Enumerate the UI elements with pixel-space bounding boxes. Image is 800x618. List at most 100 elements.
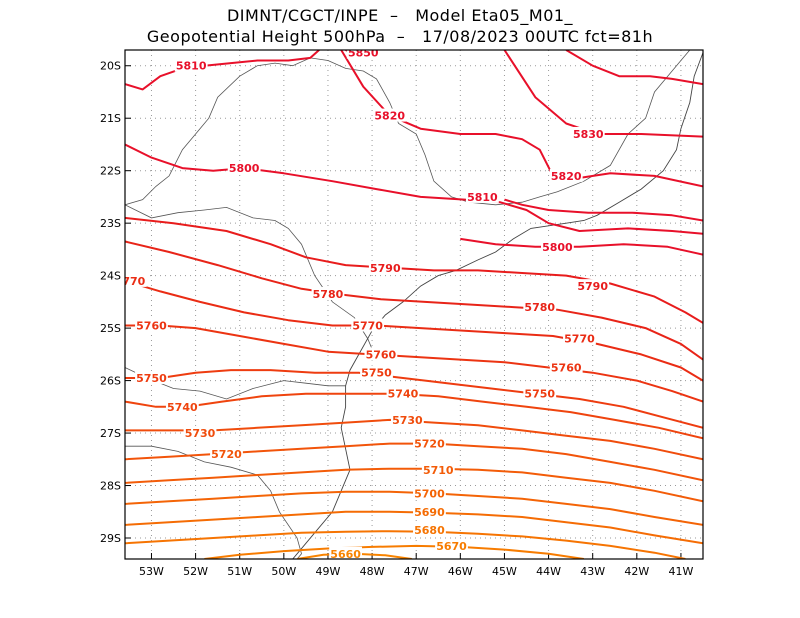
contour-label: 5740 bbox=[167, 401, 198, 414]
contour-label-bg bbox=[360, 365, 393, 379]
lon-label: 42W bbox=[624, 565, 649, 578]
contour-label-bg bbox=[135, 318, 168, 332]
contour-5800 bbox=[460, 237, 703, 256]
contour-label-bg bbox=[174, 58, 208, 72]
contour-5840 bbox=[565, 50, 703, 86]
contour-label: 5770 bbox=[564, 333, 595, 346]
coastline-line bbox=[292, 52, 703, 559]
contour-label: 5700 bbox=[414, 487, 445, 500]
contour-label: 5780 bbox=[313, 288, 344, 301]
contour-label: 5850 bbox=[348, 47, 379, 60]
contour-label-bg bbox=[386, 386, 420, 400]
contour-labels: 5850 5810 5820 5830 5800 5820 5810 5800 5790 5790… bbox=[122, 47, 610, 561]
contour-5780 bbox=[125, 240, 703, 361]
contour-label: 5730 bbox=[185, 427, 216, 440]
lat-label: 23S bbox=[100, 217, 121, 230]
contour-5790 bbox=[125, 216, 703, 324]
map-frame bbox=[124, 49, 704, 560]
lon-label: 48W bbox=[360, 565, 385, 578]
contour-label-bg bbox=[210, 447, 243, 461]
contour-label: 5810 bbox=[467, 191, 498, 204]
contour-5680 bbox=[125, 530, 686, 559]
contour-label-bg bbox=[390, 412, 424, 426]
title-line-1: DIMNT/CGCT/INPE – Model Eta05_M01_ bbox=[226, 6, 574, 25]
lon-label: 50W bbox=[271, 565, 296, 578]
contour-label: 5810 bbox=[176, 60, 207, 73]
contour-5750 bbox=[125, 369, 703, 429]
lat-label: 21S bbox=[100, 112, 121, 125]
contour-5700 bbox=[125, 490, 703, 526]
state-border-line bbox=[125, 204, 373, 350]
contour-label-bg bbox=[563, 331, 596, 345]
contour-label: 5750 bbox=[361, 367, 392, 380]
contour-label: 5760 bbox=[551, 361, 582, 374]
contour-label-bg bbox=[413, 436, 446, 450]
contour-label: 5670 bbox=[436, 540, 467, 553]
contour-label: 5730 bbox=[392, 414, 423, 427]
contour-5810 bbox=[125, 50, 320, 91]
contour-5770 bbox=[125, 279, 703, 382]
contour-label: 5790 bbox=[577, 280, 608, 293]
lon-label: 52W bbox=[183, 565, 208, 578]
contour-label-bg bbox=[125, 273, 147, 287]
contour-label: 5740 bbox=[388, 388, 419, 401]
lon-label: 51W bbox=[227, 565, 252, 578]
lon-label: 43W bbox=[580, 565, 605, 578]
contour-label-bg bbox=[421, 462, 455, 476]
contour-label-bg bbox=[135, 370, 168, 384]
contour-label: 5780 bbox=[524, 301, 555, 314]
lon-label: 47W bbox=[404, 565, 429, 578]
contour-label: 5800 bbox=[542, 241, 573, 254]
contour-label: 5720 bbox=[414, 438, 445, 451]
contour-label-bg bbox=[364, 347, 398, 361]
contour-5800 bbox=[125, 143, 703, 235]
contour-label-bg bbox=[549, 168, 583, 182]
contour-label: 5770 bbox=[352, 319, 383, 332]
contour-label: 5680 bbox=[414, 524, 445, 537]
contour-label-bg bbox=[351, 318, 385, 332]
contour-5670 bbox=[204, 544, 585, 559]
contour-5760 bbox=[125, 324, 703, 403]
contour-label-bg bbox=[413, 504, 446, 518]
contour-label: 5790 bbox=[370, 262, 401, 275]
contour-label-bg bbox=[523, 386, 557, 400]
title-line-2: Geopotential Height 500hPa – 17/08/2023 … bbox=[146, 27, 654, 46]
contour-label: 5690 bbox=[414, 506, 445, 519]
contour-label-bg bbox=[523, 300, 557, 314]
contour-label-bg bbox=[311, 287, 345, 301]
contour-label: 5660 bbox=[330, 548, 361, 561]
lat-label: 22S bbox=[100, 165, 121, 178]
contour-label: 770 bbox=[122, 275, 145, 288]
contour-label-bg bbox=[413, 523, 446, 537]
contour-5710 bbox=[125, 467, 703, 503]
contour-label-bg bbox=[329, 546, 363, 559]
lat-label: 24S bbox=[100, 270, 121, 283]
contour-label-bg bbox=[576, 279, 610, 293]
contour-5690 bbox=[125, 510, 703, 545]
longitude-labels: 53W 52W 51W 50W 49W 48W 47W 46W 45W 44W 43W 42W 41W bbox=[139, 565, 693, 578]
contour-label: 5830 bbox=[573, 128, 604, 141]
contour-label-bg bbox=[540, 239, 574, 253]
lon-label: 46W bbox=[448, 565, 473, 578]
contour-label-bg bbox=[571, 126, 605, 140]
contour-label-bg bbox=[368, 260, 402, 274]
contour-label-bg bbox=[465, 189, 499, 203]
contour-label: 5760 bbox=[366, 348, 397, 361]
contour-label: 5800 bbox=[229, 162, 260, 175]
lat-label: 28S bbox=[100, 480, 121, 493]
lon-label: 44W bbox=[536, 565, 561, 578]
contour-label: 5820 bbox=[551, 170, 582, 183]
contour-label: 5820 bbox=[374, 110, 405, 123]
contour-label-bg bbox=[227, 161, 261, 175]
contour-label: 5750 bbox=[136, 372, 167, 385]
coastline bbox=[292, 52, 703, 559]
contour-label-bg bbox=[183, 426, 217, 440]
contour-label: 5710 bbox=[423, 464, 454, 477]
contour-5810 bbox=[504, 198, 703, 222]
lon-label: 53W bbox=[139, 565, 164, 578]
latitude-labels: 20S 21S 22S 23S 24S 25S 26S 27S 28S 29S bbox=[100, 60, 121, 545]
lat-label: 20S bbox=[100, 60, 121, 73]
lat-label: 25S bbox=[100, 322, 121, 335]
contour-label-bg bbox=[165, 399, 199, 413]
